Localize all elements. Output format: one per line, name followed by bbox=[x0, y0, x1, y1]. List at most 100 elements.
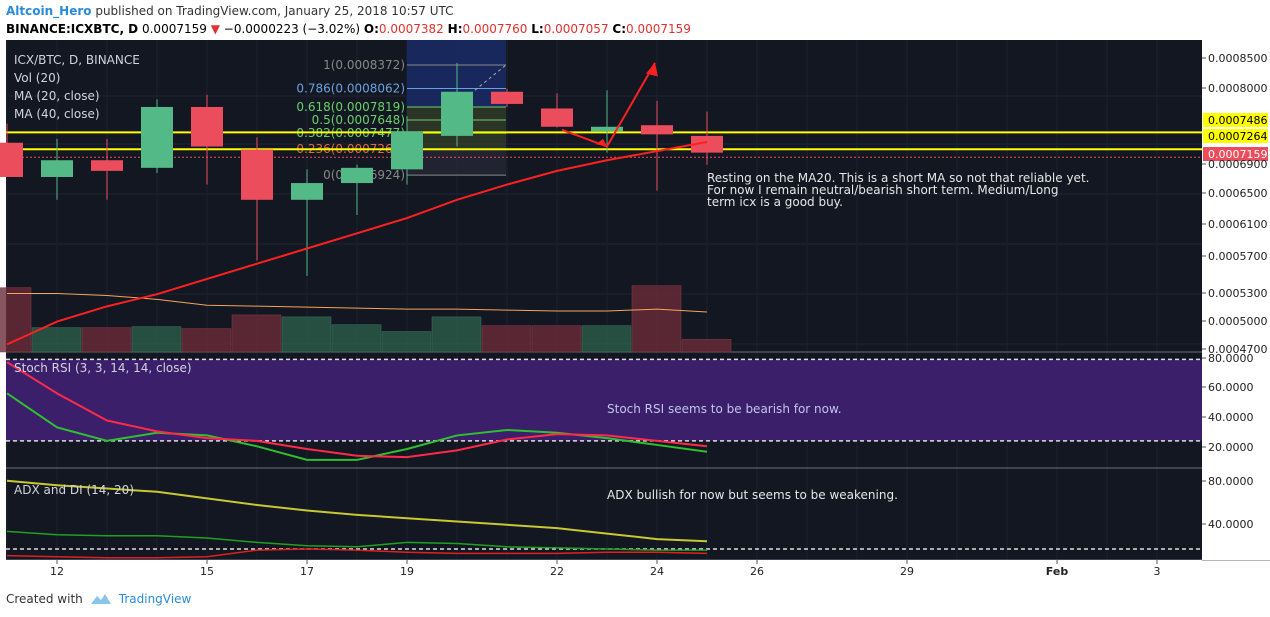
chart-background bbox=[6, 40, 1202, 580]
time-axis-label: 29 bbox=[900, 565, 914, 578]
volume-bar bbox=[181, 328, 232, 353]
time-axis-label: 22 bbox=[550, 565, 564, 578]
main-annotation-text: Resting on the MA20. This is a short MA … bbox=[707, 171, 1089, 185]
candle-body bbox=[0, 142, 23, 177]
fib-trend-line bbox=[474, 64, 507, 91]
candle-body bbox=[591, 126, 623, 132]
publish-line: Altcoin_Hero published on TradingView.co… bbox=[6, 4, 454, 18]
candle-body bbox=[141, 106, 173, 168]
volume-bar bbox=[431, 316, 482, 353]
fib-level-label: 0.5(0.0007648) bbox=[312, 113, 405, 127]
volume-bar bbox=[81, 327, 132, 353]
stoch-axis-label: 60.0000 bbox=[1208, 381, 1254, 394]
close-label: C: bbox=[612, 22, 627, 36]
volume-bar bbox=[481, 325, 532, 353]
candle-body bbox=[491, 91, 523, 104]
last-price: 0.0007159 bbox=[141, 22, 207, 36]
stoch-annotation-text: Stoch RSI seems to be bearish for now. bbox=[607, 402, 842, 416]
chart-canvas[interactable]: 1(0.0008372) 0.786(0.0008062) 0.618(0.0007… bbox=[0, 40, 1270, 580]
low-label: L: bbox=[531, 22, 544, 36]
volume-bar bbox=[381, 331, 432, 353]
projection-arrow bbox=[561, 62, 656, 148]
level-price-tag bbox=[1203, 129, 1268, 143]
volume-bar bbox=[531, 325, 582, 353]
last-price-tag bbox=[1203, 147, 1268, 161]
stoch-d-line bbox=[6, 361, 708, 459]
arrow-head-icon bbox=[646, 62, 658, 77]
candle-body bbox=[391, 131, 423, 170]
volume-bar bbox=[581, 325, 632, 353]
candle-body bbox=[691, 135, 723, 153]
published-text: published on TradingView.com, January 25… bbox=[95, 4, 454, 18]
open-label: O: bbox=[363, 22, 379, 36]
candle-body bbox=[41, 160, 73, 177]
time-axis-label: 3 bbox=[1154, 565, 1161, 578]
adx-axis-label: 80.0000 bbox=[1208, 475, 1254, 488]
volume-bar bbox=[31, 327, 82, 353]
time-axis-label: 17 bbox=[300, 565, 314, 578]
price-axis-label: 0.0005000 bbox=[1208, 315, 1268, 328]
time-axis-label: 15 bbox=[200, 565, 214, 578]
price-axis-label: 0.0005700 bbox=[1208, 250, 1268, 263]
price-axis-tag-label: 0.0007159 bbox=[1208, 148, 1268, 161]
adx-di-title: ADX and DI (14, 20) bbox=[14, 483, 134, 497]
di-minus-line bbox=[6, 548, 708, 559]
adx-axis-label: 40.0000 bbox=[1208, 518, 1254, 531]
indicator-label: Vol (20) bbox=[14, 71, 60, 85]
open-value: 0.0007382 bbox=[378, 22, 444, 36]
candle-body bbox=[91, 160, 123, 171]
ma20-line bbox=[6, 140, 708, 346]
price-axis-tag-label: 0.0007486 bbox=[1208, 114, 1268, 127]
volume-ma-line bbox=[7, 293, 708, 313]
indicator-label: MA (40, close) bbox=[14, 107, 100, 121]
time-axis-label: 24 bbox=[650, 565, 664, 578]
indicator-label: MA (20, close) bbox=[14, 89, 100, 103]
time-axis-label: Feb bbox=[1046, 565, 1069, 578]
volume-bar bbox=[231, 314, 282, 353]
high-label: H: bbox=[447, 22, 463, 36]
price-axis-label: 0.0005300 bbox=[1208, 287, 1268, 300]
main-pane-title: ICX/BTC, D, BINANCE bbox=[14, 53, 140, 67]
close-value: 0.0007159 bbox=[626, 22, 691, 36]
di-plus-line bbox=[6, 530, 707, 551]
tradingview-link[interactable]: TradingView bbox=[118, 592, 192, 606]
candle-body bbox=[441, 91, 473, 136]
fib-level-label: 0.786(0.0008062) bbox=[296, 82, 405, 96]
level-price-tag bbox=[1203, 113, 1268, 127]
footer: Created with TradingView bbox=[6, 592, 191, 606]
volume-bar bbox=[681, 339, 732, 353]
adx-line bbox=[6, 479, 708, 543]
price-axis-label: 0.0008000 bbox=[1208, 82, 1268, 95]
ohlc-line: BINANCE:ICXBTC, D 0.0007159 ▼ −0.0000223… bbox=[6, 22, 691, 36]
author-link[interactable]: Altcoin_Hero bbox=[6, 4, 92, 18]
candle-body bbox=[291, 183, 323, 200]
stoch-k-line bbox=[6, 392, 708, 461]
arrow-head-icon bbox=[596, 138, 607, 147]
candle-body bbox=[341, 167, 373, 184]
fib-level-label: 0.618(0.0007819) bbox=[296, 100, 405, 114]
low-value: 0.0007057 bbox=[543, 22, 609, 36]
price-axis-label: 0.0006100 bbox=[1208, 218, 1268, 231]
high-value: 0.0007760 bbox=[462, 22, 528, 36]
candle-body bbox=[641, 125, 673, 135]
price-axis-label: 0.0006500 bbox=[1208, 187, 1268, 200]
price-axis-label: 0.0006900 bbox=[1208, 158, 1268, 171]
time-axis[interactable] bbox=[6, 560, 1202, 580]
price-axis-label: 0.0008500 bbox=[1208, 52, 1268, 65]
volume-bar bbox=[0, 287, 32, 353]
stoch-axis-label: 20.0000 bbox=[1208, 441, 1254, 454]
price-axis-label: 0.0004700 bbox=[1208, 343, 1268, 356]
price-change: −0.0000223 (−3.02%) bbox=[223, 22, 361, 36]
volume-bar bbox=[131, 326, 182, 353]
stoch-rsi-title: Stoch RSI (3, 3, 14, 14, close) bbox=[14, 361, 192, 375]
fib-level-label: 1(0.0008372) bbox=[323, 58, 405, 72]
candle-body bbox=[191, 106, 223, 147]
down-arrow-icon: ▼ bbox=[210, 22, 220, 36]
fib-zone bbox=[407, 149, 506, 176]
main-annotation-text: For now I remain neutral/bearish short t… bbox=[707, 183, 1058, 197]
time-axis-label: 12 bbox=[50, 565, 64, 578]
main-annotation-text: term icx is a good buy. bbox=[707, 195, 843, 209]
stoch-axis-label: 80.0000 bbox=[1208, 352, 1254, 365]
stoch-rsi-band bbox=[6, 359, 1202, 441]
price-axis-tag-label: 0.0007264 bbox=[1208, 130, 1268, 143]
